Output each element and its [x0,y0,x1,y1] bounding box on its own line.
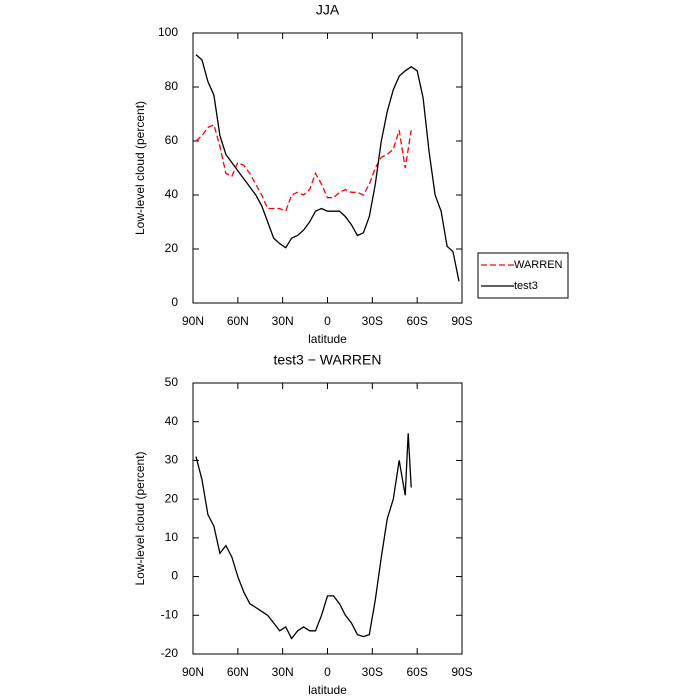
x-tick-label: 0 [324,314,331,328]
y-tick-label: -20 [161,646,179,660]
x-tick-label: 60S [406,314,427,328]
y-tick-label: 30 [165,453,179,467]
legend-box [477,252,569,299]
legend-label: WARREN [514,259,563,271]
x-tick-label: 30S [362,665,383,679]
x-tick-label: 90N [182,665,204,679]
x-tick-label: 60N [227,665,249,679]
series-line [195,433,412,640]
y-tick-label: -10 [161,607,179,621]
y-tick-label: 0 [171,569,178,583]
series-line [195,123,412,213]
x-axis-label: latitude [308,332,347,346]
y-tick-label: 100 [158,25,178,39]
plot-frame [192,382,463,655]
y-tick-label: 0 [171,295,178,309]
x-tick-label: 90S [451,314,472,328]
y-axis-label: Low-level cloud (percent) [133,451,147,585]
y-tick-label: 80 [165,79,179,93]
x-tick-label: 90N [182,314,204,328]
legend-label: test3 [514,280,538,292]
y-tick-label: 40 [165,187,179,201]
y-tick-label: 60 [165,133,179,147]
chart-title: JJA [316,2,340,18]
x-tick-label: 0 [324,665,331,679]
x-tick-label: 90S [451,665,472,679]
y-axis-label: Low-level cloud (percent) [133,101,147,235]
x-tick-label: 30S [362,314,383,328]
series-line [195,54,460,282]
chart-title: test3 − WARREN [273,352,381,368]
y-tick-label: 40 [165,414,179,428]
y-tick-label: 20 [165,491,179,505]
plot-frame [192,32,463,304]
y-tick-label: 20 [165,241,179,255]
x-tick-label: 30N [272,665,294,679]
x-axis-label: latitude [308,683,347,697]
x-tick-label: 30N [272,314,294,328]
x-tick-label: 60S [406,665,427,679]
x-tick-label: 60N [227,314,249,328]
y-tick-label: 50 [165,375,179,389]
y-tick-label: 10 [165,530,179,544]
